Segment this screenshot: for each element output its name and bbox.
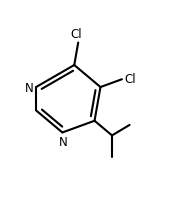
- Text: Cl: Cl: [71, 28, 82, 41]
- Text: N: N: [25, 81, 33, 94]
- Text: Cl: Cl: [124, 73, 136, 85]
- Text: N: N: [59, 135, 68, 148]
